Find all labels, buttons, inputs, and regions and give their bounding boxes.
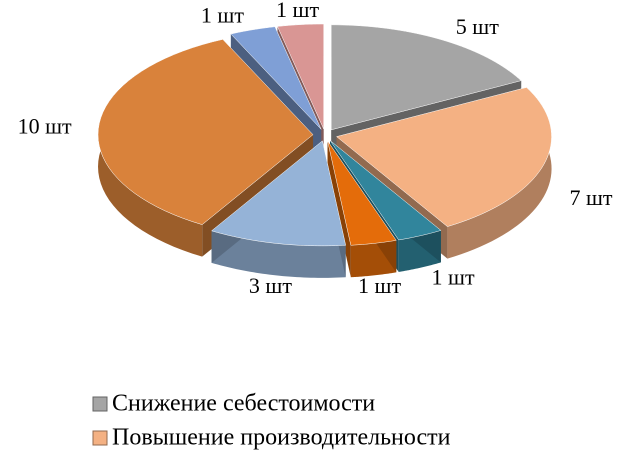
data-label: 1 шт	[358, 273, 401, 298]
data-label: 3 шт	[249, 273, 292, 298]
data-label: 10 шт	[18, 113, 72, 138]
slice	[97, 39, 314, 225]
slice	[327, 140, 397, 246]
data-label: 1 шт	[432, 264, 475, 289]
data-label: 7 шт	[569, 185, 612, 210]
legend-swatch	[92, 396, 108, 412]
slice	[277, 23, 324, 130]
data-label: 1 шт	[276, 0, 319, 22]
slice-side	[447, 87, 552, 259]
data-label: 5 шт	[456, 14, 499, 39]
slice	[329, 140, 442, 241]
slice	[330, 24, 522, 131]
slice-side	[211, 230, 346, 278]
legend-swatch	[92, 430, 108, 446]
legend-label: Повышение производительности	[112, 425, 451, 451]
data-label: 1 шт	[201, 3, 244, 28]
slice	[336, 87, 552, 227]
slice	[230, 26, 322, 130]
slice	[211, 140, 346, 247]
legend-label: Снижение себестоимости	[112, 391, 375, 417]
